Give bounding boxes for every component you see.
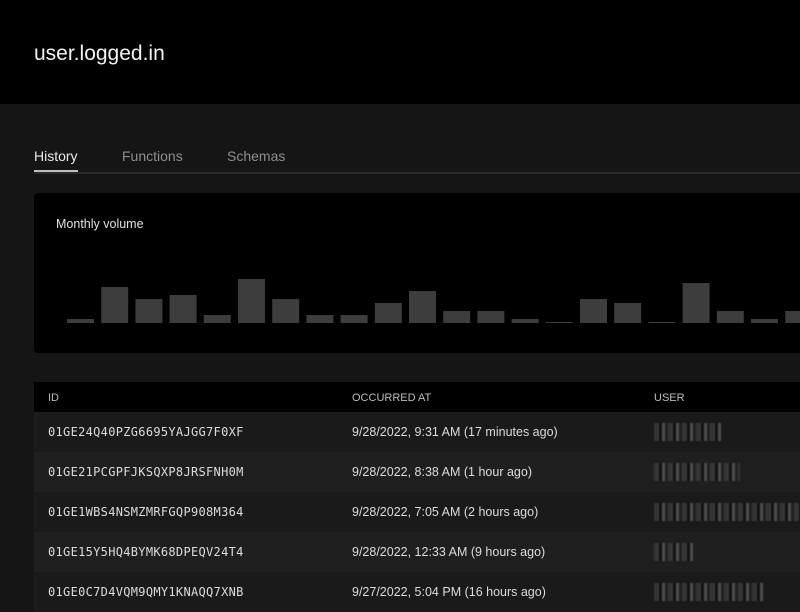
redacted-user — [654, 543, 694, 561]
event-id: 01GE15Y5HQ4BYMK68DPEQV24T4 — [48, 545, 244, 559]
occurred-at: 9/28/2022, 12:33 AM (9 hours ago) — [352, 545, 546, 559]
chart-bar — [716, 311, 744, 323]
table-row[interactable]: 01GE1WBS4NSMZMRFGQP908M364 9/28/2022, 7:0… — [34, 492, 800, 532]
table-row[interactable]: 01GE15Y5HQ4BYMK68DPEQV24T4 9/28/2022, 12:… — [34, 532, 800, 572]
chart-bar — [682, 283, 710, 323]
tab-bar: History Functions Schemas — [34, 146, 800, 174]
redacted-user — [654, 503, 800, 521]
event-id: 01GE21PCGPFJKSQXP8JRSFNH0M — [48, 465, 244, 479]
redacted-user — [654, 463, 740, 481]
chart-bar — [580, 299, 607, 323]
occurred-at: 9/27/2022, 5:04 PM (16 hours ago) — [352, 585, 546, 599]
chart-bar — [340, 315, 368, 323]
table-row[interactable]: 01GE24Q40PZG6695YAJGG7F0XF 9/28/2022, 9:3… — [34, 412, 800, 452]
bar-chart-svg — [67, 279, 800, 323]
column-header-occurred-at: OCCURRED AT — [352, 392, 432, 404]
chart-bar — [477, 311, 505, 323]
chart-bar — [306, 315, 334, 323]
column-header-user: USER — [654, 392, 685, 404]
chart-bar — [67, 319, 94, 323]
chart-bar — [169, 295, 197, 323]
redacted-user — [654, 423, 722, 441]
chart-bar — [135, 299, 163, 323]
chart-bar — [374, 303, 402, 323]
chart-bar — [545, 322, 573, 323]
chart-bar — [614, 303, 642, 323]
chart-bar — [648, 322, 676, 323]
column-header-id: ID — [48, 392, 59, 404]
tab-history[interactable]: History — [34, 148, 78, 172]
occurred-at: 9/28/2022, 8:38 AM (1 hour ago) — [352, 465, 532, 479]
occurred-at: 9/28/2022, 9:31 AM (17 minutes ago) — [352, 425, 558, 439]
table-header: ID OCCURRED AT USER — [34, 382, 800, 412]
table-row[interactable]: 01GE0C7D4VQM9QMY1KNAQQ7XNB 9/27/2022, 5:0… — [34, 572, 800, 612]
chart-bar — [203, 315, 231, 323]
event-id: 01GE24Q40PZG6695YAJGG7F0XF — [48, 425, 244, 439]
table-row[interactable]: 01GE21PCGPFJKSQXP8JRSFNH0M 9/28/2022, 8:3… — [34, 452, 800, 492]
occurred-at: 9/28/2022, 7:05 AM (2 hours ago) — [352, 505, 539, 519]
events-table: ID OCCURRED AT USER 01GE24Q40PZG6695YAJG… — [34, 382, 800, 612]
page-header: user.logged.in — [0, 0, 800, 104]
event-id: 01GE1WBS4NSMZMRFGQP908M364 — [48, 505, 244, 519]
chart-bar — [785, 311, 800, 323]
tab-schemas[interactable]: Schemas — [227, 148, 286, 164]
chart-bar — [238, 279, 265, 323]
chart-bar — [272, 299, 300, 323]
chart-bar — [443, 311, 471, 323]
chart-bar — [511, 319, 539, 323]
monthly-volume-chart: Monthly volume — [34, 193, 800, 353]
redacted-user — [654, 583, 764, 601]
page-title: user.logged.in — [34, 42, 165, 65]
event-id: 01GE0C7D4VQM9QMY1KNAQQ7XNB — [48, 585, 244, 599]
chart-title: Monthly volume — [56, 217, 144, 231]
chart-bar — [409, 291, 436, 323]
chart-bar — [101, 287, 129, 323]
table-body: 01GE24Q40PZG6695YAJGG7F0XF 9/28/2022, 9:3… — [34, 412, 800, 612]
tab-functions[interactable]: Functions — [122, 148, 183, 164]
chart-bar — [751, 319, 778, 323]
